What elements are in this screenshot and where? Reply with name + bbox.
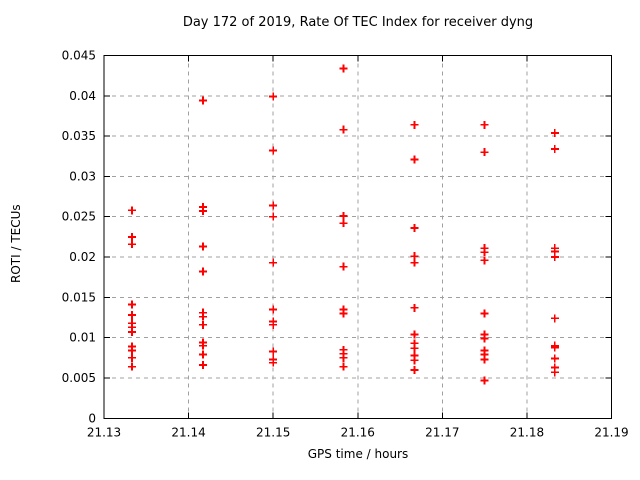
data-point-marker bbox=[127, 362, 136, 371]
data-point-marker bbox=[410, 224, 419, 233]
data-point-marker bbox=[480, 256, 489, 265]
y-axis-label: ROTI / TECUs bbox=[9, 204, 23, 283]
data-point-marker bbox=[410, 344, 419, 353]
data-point-marker bbox=[410, 303, 419, 312]
x-tick-label: 21.19 bbox=[594, 425, 628, 439]
x-tick-label: 21.17 bbox=[425, 425, 459, 439]
data-point-marker bbox=[550, 314, 559, 323]
data-point-marker bbox=[480, 248, 489, 257]
data-point-marker bbox=[339, 362, 348, 371]
data-point-marker bbox=[550, 343, 559, 352]
data-point-marker bbox=[127, 232, 136, 241]
data-point-marker bbox=[269, 92, 278, 101]
data-point-marker bbox=[127, 300, 136, 309]
data-point-marker bbox=[127, 328, 136, 337]
data-point-marker bbox=[339, 219, 348, 228]
x-tick-label: 21.15 bbox=[256, 425, 290, 439]
y-tick-label: 0.03 bbox=[69, 169, 96, 183]
y-tick-label: 0.02 bbox=[69, 250, 96, 264]
x-tick-label: 21.13 bbox=[87, 425, 121, 439]
data-point-marker bbox=[127, 353, 136, 362]
data-point-marker bbox=[410, 155, 419, 164]
plot-border bbox=[103, 55, 612, 419]
data-point-marker bbox=[198, 341, 207, 350]
data-point-marker bbox=[410, 120, 419, 129]
y-tick-label: 0 bbox=[88, 411, 96, 425]
data-point-marker bbox=[127, 311, 136, 320]
data-point-marker bbox=[198, 350, 207, 359]
data-point-marker bbox=[269, 358, 278, 367]
y-tick-label: 0.035 bbox=[62, 129, 96, 143]
y-tick-label: 0.005 bbox=[62, 371, 96, 385]
data-point-marker bbox=[198, 242, 207, 251]
data-point-marker bbox=[339, 125, 348, 134]
data-point-marker bbox=[550, 354, 559, 363]
y-tick-label: 0.015 bbox=[62, 290, 96, 304]
data-point-marker bbox=[127, 206, 136, 215]
data-point-marker bbox=[550, 253, 559, 262]
chart-title: Day 172 of 2019, Rate Of TEC Index for r… bbox=[182, 15, 534, 30]
data-point-marker bbox=[550, 368, 559, 377]
data-point-marker bbox=[480, 309, 489, 318]
data-point-marker bbox=[410, 356, 419, 365]
data-point-marker bbox=[339, 309, 348, 318]
data-point-marker bbox=[550, 128, 559, 137]
data-point-marker bbox=[480, 355, 489, 364]
data-point-marker bbox=[127, 240, 136, 249]
data-point-marker bbox=[410, 330, 419, 339]
data-point-marker bbox=[480, 334, 489, 343]
data-point-marker bbox=[269, 201, 278, 210]
data-point-marker bbox=[339, 211, 348, 220]
data-point-marker bbox=[480, 120, 489, 129]
data-point-marker bbox=[480, 376, 489, 385]
data-point-marker bbox=[198, 320, 207, 329]
data-point-marker bbox=[127, 346, 136, 355]
data-point-marker bbox=[198, 361, 207, 370]
data-point-marker bbox=[410, 365, 419, 374]
y-tick-label: 0.01 bbox=[69, 331, 96, 345]
data-point-marker bbox=[269, 320, 278, 329]
data-point-marker bbox=[198, 312, 207, 321]
data-point-marker bbox=[269, 347, 278, 356]
x-axis-label: GPS time / hours bbox=[307, 447, 409, 461]
data-point-marker bbox=[480, 148, 489, 157]
y-tick-label: 0.045 bbox=[62, 49, 96, 63]
data-point-marker bbox=[198, 267, 207, 276]
x-tick-label: 21.14 bbox=[171, 425, 205, 439]
data-point-marker bbox=[269, 258, 278, 267]
data-point-marker bbox=[269, 305, 278, 314]
data-point-marker bbox=[339, 64, 348, 73]
data-point-marker bbox=[198, 207, 207, 216]
y-tick-label: 0.025 bbox=[62, 210, 96, 224]
data-point-marker bbox=[339, 353, 348, 362]
data-point-marker bbox=[550, 145, 559, 154]
data-point-marker bbox=[269, 146, 278, 155]
data-point-marker bbox=[339, 262, 348, 271]
data-point-marker bbox=[269, 212, 278, 221]
x-tick-label: 21.18 bbox=[510, 425, 544, 439]
data-point-marker bbox=[410, 258, 419, 267]
x-tick-label: 21.16 bbox=[341, 425, 375, 439]
data-point-marker bbox=[198, 96, 207, 105]
y-tick-label: 0.04 bbox=[69, 89, 96, 103]
